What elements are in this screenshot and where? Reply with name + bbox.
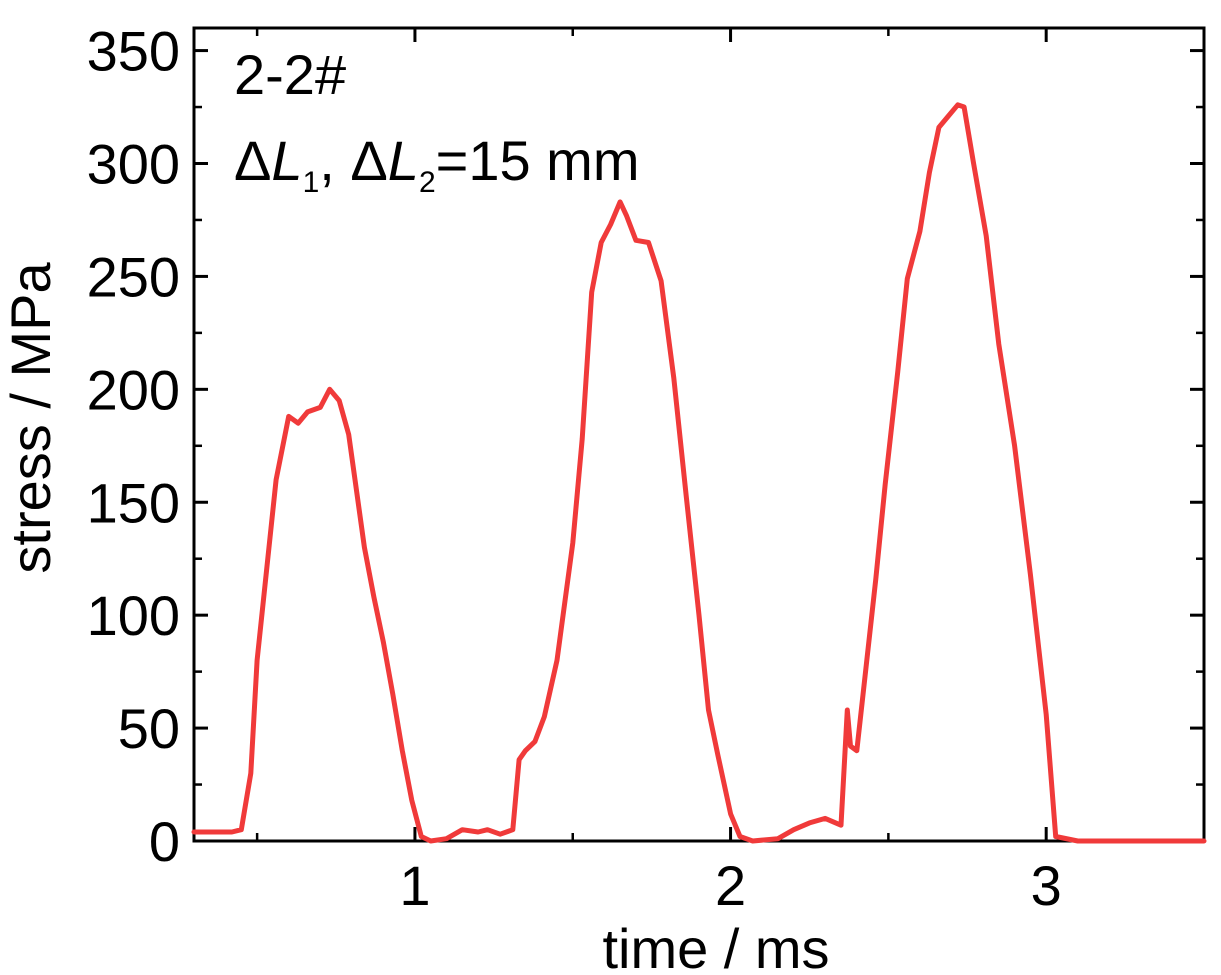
series-line-stress [191, 102, 1207, 844]
annotation-l-2: L [388, 129, 419, 192]
annotation-delta-1: Δ [234, 129, 271, 192]
x-tick-label: 1 [399, 854, 430, 917]
y-tick-label: 250 [87, 245, 180, 308]
annotation-sample-id: 2-2# [234, 43, 346, 106]
y-tick-label: 100 [87, 584, 180, 647]
y-tick-label: 200 [87, 358, 180, 421]
annotation-sub-2: 2 [419, 166, 436, 199]
annotation-l-1: L [271, 129, 302, 192]
y-tick-label: 150 [87, 471, 180, 534]
annotation: 2-2# ΔL1, ΔL2=15 mm [234, 43, 639, 199]
annotation-separator: , [319, 129, 350, 192]
plot-frame [192, 26, 1206, 843]
y-tick-label: 300 [87, 133, 180, 196]
y-tick-label: 0 [149, 810, 180, 873]
y-tick-label: 50 [118, 697, 180, 760]
y-axis-title: stress / MPa [0, 262, 62, 574]
x-axis-title: time / ms [602, 917, 829, 975]
x-tick-label: 2 [715, 854, 746, 917]
annotation-value: =15 mm [436, 129, 640, 192]
annotation-delta-2: Δ [350, 129, 387, 192]
x-tick-label: 3 [1031, 854, 1062, 917]
annotation-length-spec: ΔL1, ΔL2=15 mm [234, 129, 639, 199]
y-tick-label: 350 [87, 20, 180, 83]
annotation-sub-1: 1 [303, 166, 320, 199]
